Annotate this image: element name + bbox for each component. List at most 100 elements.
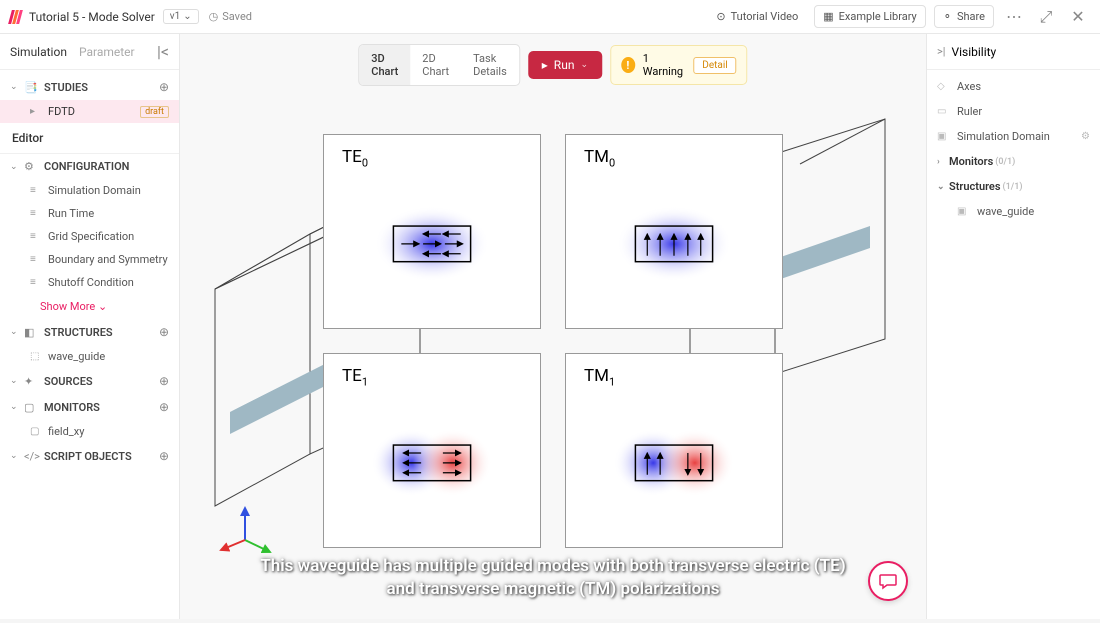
item-label: Grid Specification xyxy=(48,230,134,243)
tab-task-details[interactable]: Task Details xyxy=(461,45,519,85)
section-script-objects[interactable]: ⌄ </> SCRIPT OBJECTS ⊕ xyxy=(0,443,179,469)
studies-icon: 📑 xyxy=(24,81,40,94)
vis-item-structures[interactable]: ⌄Structures(1/1) xyxy=(927,174,1100,199)
add-monitor-button[interactable]: ⊕ xyxy=(159,400,169,414)
warning-pill[interactable]: ! 1 Warning Detail xyxy=(610,45,748,85)
item-label: Run Time xyxy=(48,207,94,220)
vis-item-sim-domain[interactable]: ▣Simulation Domain⚙ xyxy=(927,124,1100,149)
version-select[interactable]: v1 ⌄ xyxy=(163,9,199,24)
tree-item-run-time[interactable]: ≡ Run Time xyxy=(0,202,179,225)
structures-label: STRUCTURES xyxy=(44,326,159,339)
monitors-icon: ▢ xyxy=(24,401,40,414)
item-label: Shutoff Condition xyxy=(48,276,134,289)
view-tabs: 3D Chart 2D Chart Task Details xyxy=(358,44,520,86)
add-source-button[interactable]: ⊕ xyxy=(159,374,169,388)
study-icon: ▸ xyxy=(30,106,44,117)
chevron-down-icon: ⌄ xyxy=(10,162,20,172)
list-icon: ≡ xyxy=(30,185,44,196)
chevron-down-icon: ⌄ xyxy=(10,402,20,412)
example-library-button[interactable]: ▦ Example Library xyxy=(814,5,925,28)
tab-2d-chart[interactable]: 2D Chart xyxy=(410,45,461,85)
tree-item-sim-domain[interactable]: ≡ Simulation Domain xyxy=(0,179,179,202)
item-label: wave_guide xyxy=(48,350,105,363)
expand-sidebar-button[interactable]: >| xyxy=(937,45,945,58)
section-configuration[interactable]: ⌄ ⚙ CONFIGURATION xyxy=(0,154,179,179)
chevron-down-icon: ⌄ xyxy=(580,60,588,70)
tab-3d-chart[interactable]: 3D Chart xyxy=(359,45,410,85)
app-logo xyxy=(10,10,21,24)
vis-item-ruler[interactable]: ▭Ruler xyxy=(927,99,1100,124)
mode-grid: TE0 TM0 xyxy=(323,134,783,548)
configuration-icon: ⚙ xyxy=(24,160,40,173)
add-study-button[interactable]: ⊕ xyxy=(159,80,169,94)
play-circle-icon: ⊙ xyxy=(716,10,725,23)
add-structure-button[interactable]: ⊕ xyxy=(159,325,169,339)
warning-icon: ! xyxy=(621,57,635,73)
vis-item-axes[interactable]: ◇Axes xyxy=(927,74,1100,99)
collapse-sidebar-button[interactable]: |< xyxy=(157,42,169,61)
editor-header: Editor xyxy=(0,123,179,154)
monitors-count: (0/1) xyxy=(995,157,1015,167)
item-label: FDTD xyxy=(48,105,75,118)
warning-text: 1 Warning xyxy=(643,52,685,78)
view-toolbar: 3D Chart 2D Chart Task Details ▸ Run ⌄ !… xyxy=(358,44,747,86)
play-icon: ▸ xyxy=(542,58,548,72)
tree-item-boundary[interactable]: ≡Boundary and Symmetry xyxy=(0,248,179,271)
tree-item-wave-guide[interactable]: ⬚wave_guide xyxy=(0,345,179,368)
fullscreen-button[interactable]: ⤢ xyxy=(1034,5,1058,29)
tutorial-video-label: Tutorial Video xyxy=(731,10,799,23)
tree-item-fdtd[interactable]: ▸ FDTD draft xyxy=(0,100,179,123)
sources-icon: ✦ xyxy=(24,375,40,388)
mode-cell-tm1: TM1 xyxy=(565,353,783,548)
tree-item-field-xy[interactable]: ▢field_xy xyxy=(0,420,179,443)
item-label: Axes xyxy=(957,80,981,93)
share-icon: ⚬ xyxy=(943,10,952,23)
document-title: Tutorial 5 - Mode Solver xyxy=(29,10,155,24)
caption-line-2: and transverse magnetic (TM) polarizatio… xyxy=(217,578,888,601)
tree-item-shutoff[interactable]: ≡Shutoff Condition xyxy=(0,271,179,294)
clock-icon: ◷ xyxy=(209,10,219,23)
chevron-right-icon: › xyxy=(937,157,947,167)
configuration-label: CONFIGURATION xyxy=(44,160,169,173)
tree-item-grid-spec[interactable]: ≡ Grid Specification xyxy=(0,225,179,248)
item-label: Ruler xyxy=(957,105,982,118)
item-label: Simulation Domain xyxy=(957,130,1050,143)
chevron-down-icon: ⌄ xyxy=(98,300,107,313)
list-icon: ≡ xyxy=(30,231,44,242)
add-script-button[interactable]: ⊕ xyxy=(159,449,169,463)
item-label: Structures xyxy=(949,180,1001,193)
visibility-title: Visibility xyxy=(951,45,996,59)
section-studies[interactable]: ⌄ 📑 STUDIES ⊕ xyxy=(0,74,179,100)
item-label: Monitors xyxy=(949,155,993,168)
section-sources[interactable]: ⌄ ✦ SOURCES ⊕ xyxy=(0,368,179,394)
vis-item-monitors[interactable]: ›Monitors(0/1) xyxy=(927,149,1100,174)
saved-label: Saved xyxy=(222,10,252,23)
gear-icon[interactable]: ⚙ xyxy=(1081,131,1090,142)
more-button[interactable]: ⋯ xyxy=(1002,5,1026,29)
show-more-button[interactable]: Show More ⌄ xyxy=(0,294,179,319)
sidebar-right: >| Visibility ◇Axes ▭Ruler ▣Simulation D… xyxy=(926,34,1100,619)
chat-button[interactable] xyxy=(868,561,908,601)
close-button[interactable]: ✕ xyxy=(1066,5,1090,29)
grid-icon: ▦ xyxy=(823,10,833,23)
item-label: Simulation Domain xyxy=(48,184,141,197)
vis-item-wave-guide[interactable]: ▣wave_guide xyxy=(927,199,1100,224)
share-button[interactable]: ⚬ Share xyxy=(934,5,994,28)
panel-tabs: Simulation Parameter |< xyxy=(0,34,179,70)
viewport[interactable]: 3D Chart 2D Chart Task Details ▸ Run ⌄ !… xyxy=(180,34,926,619)
topbar: Tutorial 5 - Mode Solver v1 ⌄ ◷ Saved ⊙ … xyxy=(0,0,1100,34)
section-monitors[interactable]: ⌄ ▢ MONITORS ⊕ xyxy=(0,394,179,420)
item-label: Boundary and Symmetry xyxy=(48,253,168,266)
example-library-label: Example Library xyxy=(839,10,917,23)
tab-simulation[interactable]: Simulation xyxy=(10,45,67,59)
detail-button[interactable]: Detail xyxy=(693,57,736,74)
tutorial-video-button[interactable]: ⊙ Tutorial Video xyxy=(708,6,806,27)
tab-parameter[interactable]: Parameter xyxy=(79,45,135,59)
section-structures[interactable]: ⌄ ◧ STRUCTURES ⊕ xyxy=(0,319,179,345)
run-button[interactable]: ▸ Run ⌄ xyxy=(528,51,602,79)
mode-cell-tm0: TM0 xyxy=(565,134,783,329)
item-label: wave_guide xyxy=(977,205,1034,218)
share-label: Share xyxy=(957,10,985,23)
list-icon: ≡ xyxy=(30,208,44,219)
sources-label: SOURCES xyxy=(44,375,159,388)
